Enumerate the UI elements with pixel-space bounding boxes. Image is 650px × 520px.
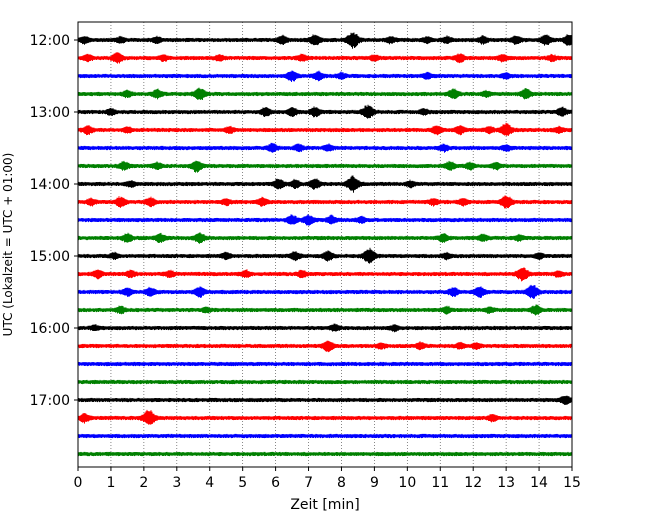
x-tick-label: 6 [271,475,280,491]
x-tick-label: 2 [139,475,148,491]
trace-line [77,340,573,353]
y-tick-label: 13:00 [30,105,70,121]
x-tick-label: 13 [497,475,515,491]
trace-line [77,247,573,264]
y-tick-label: 14:00 [30,177,70,193]
x-tick-label: 7 [304,475,313,491]
trace-line [77,395,573,405]
x-tick-label: 11 [431,475,449,491]
y-tick-label: 15:00 [30,249,70,265]
trace-group [77,32,573,457]
y-tick-label: 16:00 [30,321,70,337]
x-axis-label: Zeit [min] [290,497,359,513]
x-grid [110,22,540,467]
trace-line [77,142,573,153]
trace-line [77,433,573,439]
trace-line [77,232,573,244]
trace-line [77,175,573,193]
x-tick-label: 5 [238,475,247,491]
x-tick-label: 15 [563,475,581,491]
trace-line [77,267,573,282]
trace-line [77,52,573,64]
y-axis: 12:00 13:00 14:00 15:00 16:00 17:00 [30,33,78,409]
trace-line [77,409,573,425]
trace-line [77,160,573,173]
trace-line [77,122,573,136]
trace-line [77,284,573,299]
y-tick-label: 17:00 [30,393,70,409]
x-axis: 0 1 2 3 4 5 6 7 8 9 10 11 12 13 14 15 [74,467,581,491]
x-tick-label: 8 [337,475,346,491]
trace-line [77,379,573,385]
trace-line [77,304,573,316]
trace-line [77,104,573,119]
trace-line [77,87,573,101]
y-axis-label: UTC (Lokalzeit = UTC + 01:00) [1,153,15,337]
x-tick-label: 0 [74,475,83,491]
y-tick-label: 12:00 [30,33,70,49]
trace-line [77,451,573,457]
x-tick-label: 4 [205,475,214,491]
x-tick-label: 9 [370,475,379,491]
x-tick-label: 1 [106,475,115,491]
plot-frame [77,21,573,468]
trace-line [77,32,573,49]
trace-line [77,195,573,209]
x-tick-label: 12 [464,475,482,491]
x-tick-label: 3 [172,475,181,491]
x-tick-label: 14 [530,475,548,491]
trace-line [77,361,573,367]
trace-line [77,214,573,226]
x-tick-label: 10 [398,475,416,491]
trace-line [77,323,573,333]
trace-line [77,70,573,83]
